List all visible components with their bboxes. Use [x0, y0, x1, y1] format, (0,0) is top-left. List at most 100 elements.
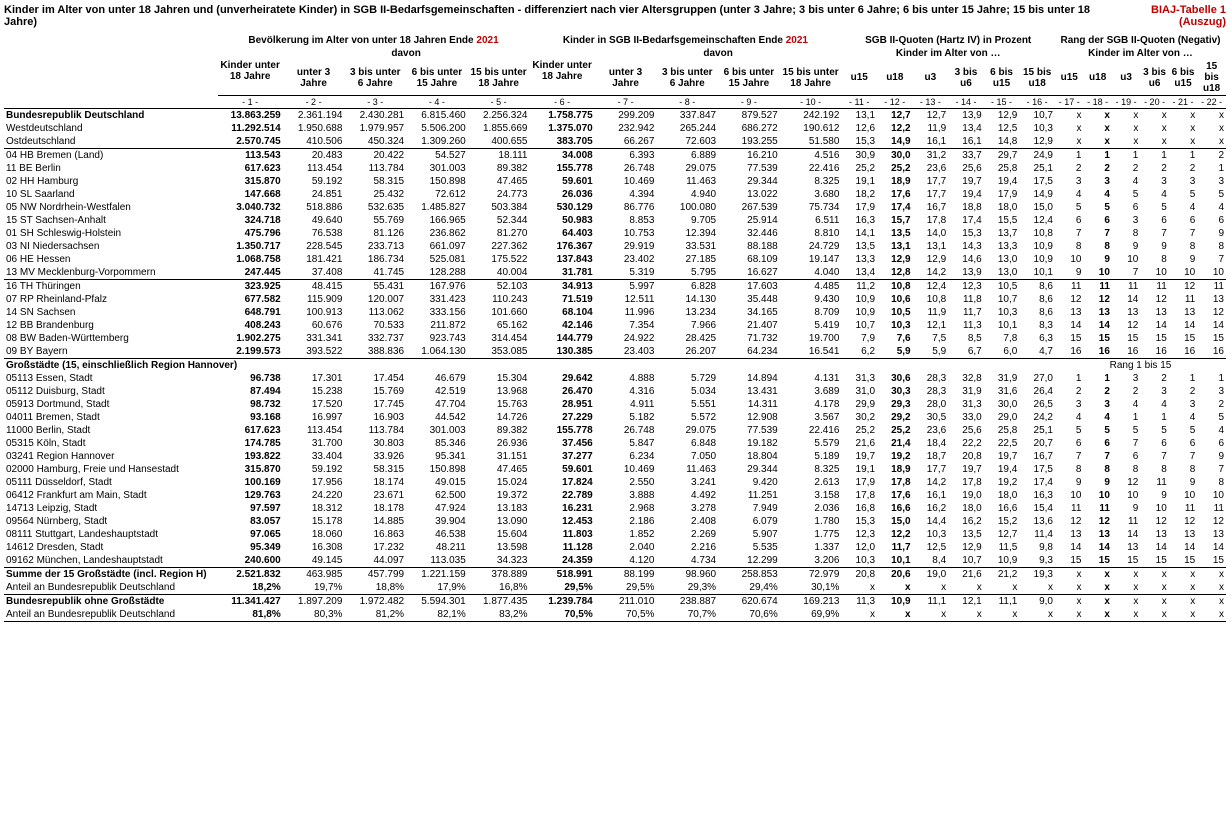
- cell: 8: [1140, 253, 1168, 266]
- cell: 8,6: [1019, 280, 1055, 294]
- cell: 18.312: [283, 502, 345, 515]
- cell: 16,7: [913, 201, 949, 214]
- cell: 15: [1197, 332, 1226, 345]
- cell: 11.292.514: [218, 122, 283, 135]
- cell: 10,9: [841, 306, 877, 319]
- cell: 3: [1140, 175, 1168, 188]
- cell: 4: [1169, 201, 1197, 214]
- cell: 12 BB Brandenburg: [4, 319, 218, 332]
- cell: 8.709: [780, 306, 842, 319]
- cell: 14: [1140, 541, 1168, 554]
- cell: 23.402: [595, 253, 657, 266]
- cell: 7: [1169, 450, 1197, 463]
- cell: 12: [1169, 280, 1197, 294]
- cell: 383.705: [530, 135, 595, 149]
- cell: 16,3: [1019, 489, 1055, 502]
- cell: 1: [1197, 372, 1226, 385]
- cell: 51.580: [780, 135, 842, 149]
- cell: 4: [1083, 188, 1111, 201]
- cell: 677.582: [218, 293, 283, 306]
- cell: 1.239.784: [530, 595, 595, 609]
- cell: 35.448: [718, 293, 780, 306]
- cell: 620.674: [718, 595, 780, 609]
- cell: 28.425: [656, 332, 718, 345]
- cell: 97.065: [218, 528, 283, 541]
- cell: 2.199.573: [218, 345, 283, 359]
- cell: 12,2: [877, 122, 913, 135]
- cell: 11: [1112, 515, 1140, 528]
- cell: Kinder unter 18 Jahre: [218, 47, 283, 96]
- cell: 3: [1055, 398, 1083, 411]
- cell: 22.416: [780, 424, 842, 437]
- cell: 4: [1169, 411, 1197, 424]
- cell: 4: [1140, 398, 1168, 411]
- cell: 388.836: [344, 345, 406, 359]
- cell: x: [1083, 568, 1111, 582]
- cell: 5.579: [780, 437, 842, 450]
- cell: Bevölkerung im Alter von unter 18 Jahren…: [218, 34, 530, 47]
- cell: 24.220: [283, 489, 345, 502]
- cell: 3: [1083, 175, 1111, 188]
- cell: 10: [1083, 266, 1111, 280]
- cell: 11,7: [877, 541, 913, 554]
- cell: 16: [1112, 345, 1140, 359]
- cell: 52.344: [468, 214, 530, 227]
- cell: 21.407: [718, 319, 780, 332]
- cell: 12: [1197, 515, 1226, 528]
- cell: 11,2: [841, 280, 877, 294]
- cell: 6.079: [718, 515, 780, 528]
- cell: 3.680: [780, 188, 842, 201]
- cell: - 13 -: [913, 96, 949, 109]
- cell: 17,9: [841, 476, 877, 489]
- cell: 05913 Dortmund, Stadt: [4, 398, 218, 411]
- cell: x: [1112, 122, 1140, 135]
- cell: 11: [1083, 280, 1111, 294]
- cell: 31,6: [984, 385, 1020, 398]
- cell: 31.781: [530, 266, 595, 280]
- cell: x: [1140, 581, 1168, 595]
- cell: 21,2: [984, 568, 1020, 582]
- cell: 11: [1055, 280, 1083, 294]
- cell: 15 bis unter 18 Jahre: [780, 60, 842, 96]
- cell: 14: [1083, 319, 1111, 332]
- cell: 70,6%: [718, 608, 780, 622]
- cell: x: [1112, 608, 1140, 622]
- cell: 1.064.130: [406, 345, 468, 359]
- cell: 12,7: [877, 109, 913, 123]
- cell: 12,1: [948, 595, 984, 609]
- cell: 15.238: [283, 385, 345, 398]
- cell: 02 HH Hamburg: [4, 175, 218, 188]
- title-bar: Kinder im Alter von unter 18 Jahren und …: [4, 4, 1226, 28]
- cell: 60.676: [283, 319, 345, 332]
- cell: 2.361.194: [283, 109, 345, 123]
- cell: 8,3: [1019, 319, 1055, 332]
- cell: 2: [1055, 385, 1083, 398]
- cell: 16,1: [913, 489, 949, 502]
- cell: 12,5: [913, 541, 949, 554]
- cell: 50.983: [530, 214, 595, 227]
- cell: 34.008: [530, 149, 595, 163]
- cell: 24.773: [468, 188, 530, 201]
- cell: 18,2: [841, 188, 877, 201]
- cell: 1.068.758: [218, 253, 283, 266]
- cell: 15.769: [344, 385, 406, 398]
- cell: 12: [1055, 293, 1083, 306]
- cell: 3.689: [780, 385, 842, 398]
- cell: 44.542: [406, 411, 468, 424]
- cell: 301.003: [406, 424, 468, 437]
- cell: 13: [1169, 528, 1197, 541]
- cell: 7.050: [656, 450, 718, 463]
- cell: 29.075: [656, 424, 718, 437]
- cell: 2: [1055, 162, 1083, 175]
- cell: 6: [1197, 214, 1226, 227]
- cell: 16 TH Thüringen: [4, 280, 218, 294]
- cell: 4: [1197, 201, 1226, 214]
- cell: 96.738: [218, 372, 283, 385]
- cell: x: [1140, 568, 1168, 582]
- cell: 9.705: [656, 214, 718, 227]
- cell: 14: [1169, 319, 1197, 332]
- cell: - 15 -: [984, 96, 1020, 109]
- cell: 10,1: [1019, 266, 1055, 280]
- cell: Rang der SGB II-Quoten (Negativ): [1055, 34, 1226, 47]
- cell: 1.221.159: [406, 568, 468, 582]
